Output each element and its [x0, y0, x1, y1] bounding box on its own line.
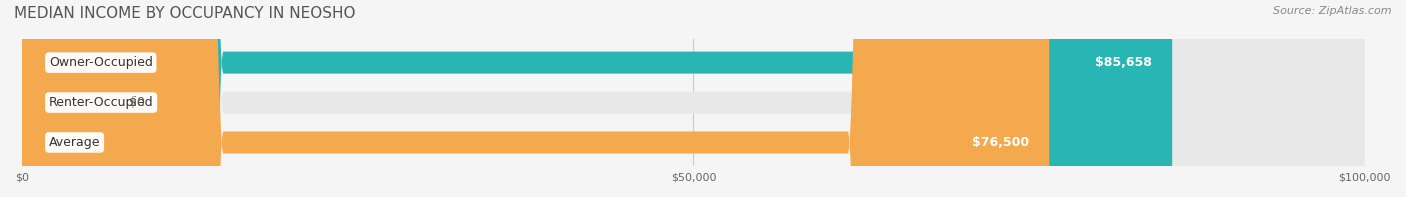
- Text: $0: $0: [129, 96, 145, 109]
- Text: $85,658: $85,658: [1095, 56, 1152, 69]
- Text: $76,500: $76,500: [972, 136, 1029, 149]
- Text: Renter-Occupied: Renter-Occupied: [49, 96, 153, 109]
- Text: Average: Average: [49, 136, 100, 149]
- FancyBboxPatch shape: [22, 0, 1365, 197]
- Text: Source: ZipAtlas.com: Source: ZipAtlas.com: [1274, 6, 1392, 16]
- FancyBboxPatch shape: [22, 0, 1049, 197]
- Text: Owner-Occupied: Owner-Occupied: [49, 56, 153, 69]
- FancyBboxPatch shape: [22, 0, 62, 197]
- FancyBboxPatch shape: [22, 0, 1365, 197]
- FancyBboxPatch shape: [22, 0, 1365, 197]
- Text: MEDIAN INCOME BY OCCUPANCY IN NEOSHO: MEDIAN INCOME BY OCCUPANCY IN NEOSHO: [14, 6, 356, 21]
- FancyBboxPatch shape: [22, 0, 1173, 197]
